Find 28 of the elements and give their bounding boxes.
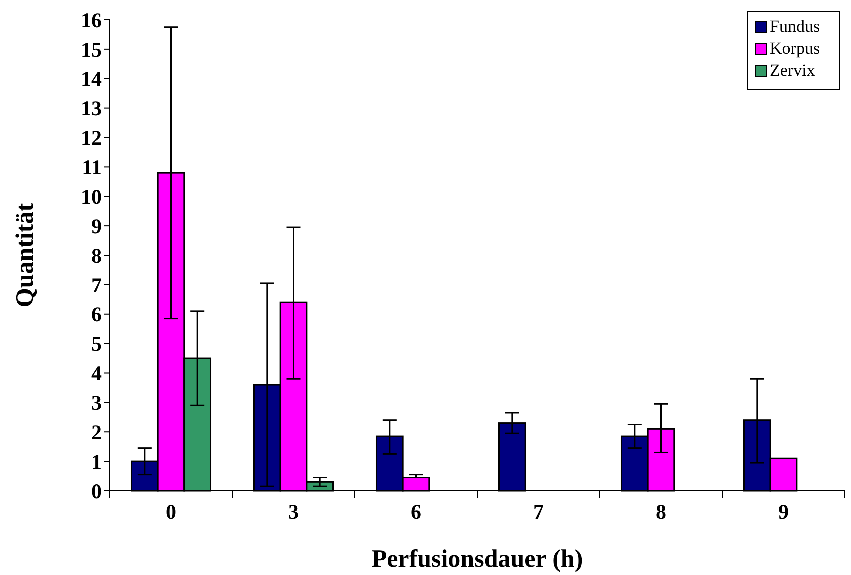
y-tick-label: 3 (92, 391, 102, 416)
x-tick-label: 3 (288, 500, 299, 524)
y-tick-label: 16 (81, 8, 102, 32)
y-tick-label: 11 (82, 156, 102, 180)
y-axis-title: Quantität (12, 202, 39, 308)
x-tick-label: 8 (656, 500, 666, 524)
y-tick-label: 9 (92, 214, 102, 238)
legend-label: Fundus (770, 17, 820, 36)
legend-label: Zervix (770, 61, 816, 80)
y-tick-label: 13 (81, 96, 102, 121)
y-tick-label: 10 (81, 184, 102, 209)
y-tick-label: 6 (92, 302, 102, 327)
x-tick-label: 9 (778, 500, 789, 524)
x-axis-title: Perfusionsdauer (h) (372, 546, 584, 573)
y-tick-label: 0 (92, 479, 102, 504)
x-tick-label: 6 (411, 500, 422, 524)
y-tick-label: 14 (81, 67, 102, 92)
y-tick-label: 5 (92, 332, 102, 356)
y-tick-label: 15 (81, 38, 102, 62)
y-tick-label: 12 (81, 126, 102, 150)
y-tick-label: 8 (92, 244, 102, 268)
y-tick-label: 1 (92, 450, 102, 474)
y-tick-label: 4 (92, 362, 102, 386)
x-tick-label: 0 (166, 500, 176, 524)
y-tick-label: 7 (92, 273, 102, 298)
y-tick-label: 2 (92, 420, 102, 444)
legend-label: Korpus (770, 39, 820, 58)
x-tick-label: 7 (534, 500, 544, 524)
